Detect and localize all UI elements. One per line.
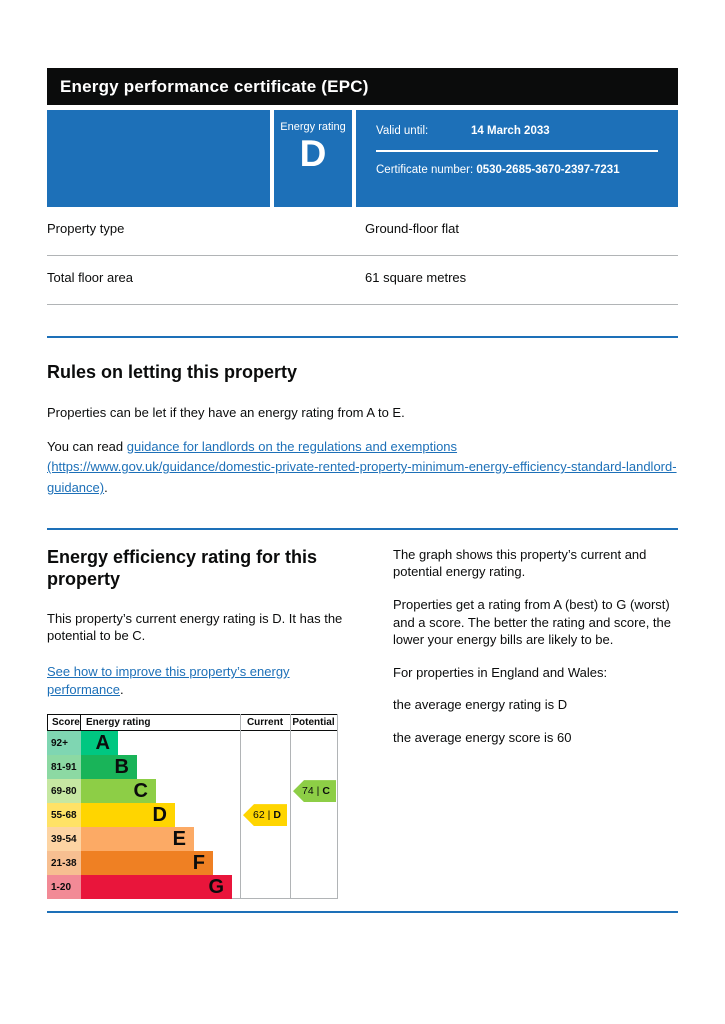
table-row: Total floor area 61 square metres	[47, 256, 678, 305]
potential-band-letter: C	[322, 785, 330, 798]
certificate-number-value: 0530-2685-3670-2397-7231	[476, 164, 620, 176]
document-title-bar: Energy performance certificate (EPC)	[47, 68, 678, 105]
validity-panel: Valid until: 14 March 2033 Certificate n…	[356, 110, 678, 207]
epc-band-bar: E	[81, 827, 194, 852]
efficiency-heading: Energy efficiency rating for this proper…	[47, 546, 318, 590]
epc-band-bar: A	[81, 731, 118, 756]
guidance-prefix: You can read	[47, 438, 127, 454]
improve-suffix: .	[119, 681, 124, 697]
section-divider	[47, 911, 678, 914]
valid-until-label: Valid until:	[376, 125, 429, 137]
epc-band-row-e: 39-54 E	[47, 827, 338, 852]
floor-area-value: 61 square metres	[365, 270, 467, 285]
property-details: Property type Ground-floor flat Total fl…	[47, 207, 678, 305]
epc-band-bar: F	[81, 851, 213, 876]
section-divider	[47, 336, 678, 338]
table-row: Property type Ground-floor flat	[47, 207, 678, 256]
rating-explanation: Properties get a rating from A (best) to…	[393, 596, 671, 648]
column-divider	[290, 714, 291, 899]
potential-score: 74	[301, 785, 314, 798]
average-score-line: the average energy score is 60	[393, 729, 572, 745]
epc-band-score: 55-68	[47, 803, 81, 828]
epc-band-score: 1-20	[47, 875, 81, 900]
arrow-separator: |	[316, 785, 320, 798]
england-wales-intro: For properties in England and Wales:	[393, 664, 608, 680]
page-title: Energy performance certificate (EPC)	[60, 76, 369, 96]
epc-band-bar: G	[81, 875, 232, 900]
valid-until-date: 14 March 2033	[471, 125, 550, 137]
current-column-header: Current	[246, 717, 284, 729]
epc-band-bar: D	[81, 803, 175, 828]
epc-band-row-f: 21-38 F	[47, 851, 338, 876]
epc-band-bar: C	[81, 779, 156, 804]
epc-band-score: 81-91	[47, 755, 81, 780]
epc-band-score: 92+	[47, 731, 81, 756]
current-rating-arrow: 62 | D	[243, 804, 287, 827]
epc-document-page: Energy performance certificate (EPC) Ene…	[47, 68, 678, 914]
guidance-paragraph: You can read guidance for landlords on t…	[47, 437, 678, 499]
epc-band-score: 39-54	[47, 827, 81, 852]
rating-left-column: Energy efficiency rating for this proper…	[47, 546, 363, 900]
rules-heading: Rules on letting this property	[47, 362, 298, 382]
epc-graph-header: Score Energy rating Current Potential	[47, 714, 338, 732]
column-divider	[337, 714, 338, 899]
score-column-header: Score	[47, 715, 81, 731]
rules-paragraph: Properties can be let if they have an en…	[47, 404, 405, 420]
epc-band-row-d: 55-68 D	[47, 803, 338, 828]
energy-rating-value: D	[299, 133, 327, 174]
epc-band-score: 21-38	[47, 851, 81, 876]
certificate-summary-box: Energy rating D Valid until: 14 March 20…	[47, 110, 678, 207]
guidance-suffix: .	[104, 480, 108, 496]
epc-band-row-g: 1-20 G	[47, 875, 338, 900]
epc-band-row-b: 81-91 B	[47, 755, 338, 780]
property-type-value: Ground-floor flat	[365, 221, 459, 236]
panel-divider	[376, 150, 658, 152]
improve-performance-link[interactable]: See how to improve this property’s energ…	[47, 663, 290, 697]
column-divider	[240, 714, 241, 899]
energy-rating-panel: Energy rating D	[274, 110, 352, 207]
epc-band-row-a: 92+ A	[47, 731, 338, 756]
epc-band-row-c: 69-80 C	[47, 779, 338, 804]
efficiency-rating-section: Energy efficiency rating for this proper…	[47, 546, 678, 900]
current-rating-paragraph: This property’s current energy rating is…	[47, 610, 343, 644]
address-panel	[47, 110, 270, 207]
arrow-separator: |	[267, 809, 271, 822]
rules-section: Rules on letting this property Propertie…	[47, 361, 678, 499]
landlord-guidance-link[interactable]: guidance for landlords on the regulation…	[47, 438, 677, 496]
potential-column-header: Potential	[292, 717, 335, 729]
epc-chart-body: 62 | D 74 | C 92+ A 81-91 B 69-80 C 55-68 D 39-5…	[47, 714, 338, 900]
epc-band-bar: B	[81, 755, 137, 780]
section-divider	[47, 527, 678, 530]
rating-column-header: Energy rating	[86, 717, 151, 729]
potential-rating-arrow: 74 | C	[293, 780, 336, 803]
epc-rating-graph: Score Energy rating Current Potential 62…	[47, 714, 338, 900]
rating-right-column: The graph shows this property’s current …	[393, 546, 678, 899]
current-band-letter: D	[273, 809, 281, 822]
certificate-number-label: Certificate number:	[376, 164, 474, 176]
energy-rating-label: Energy rating	[280, 121, 346, 133]
epc-band-score: 69-80	[47, 779, 81, 804]
average-rating-line: the average energy rating is D	[393, 697, 568, 713]
property-type-label: Property type	[47, 221, 125, 236]
graph-description: The graph shows this property’s current …	[393, 546, 647, 580]
current-score: 62	[252, 809, 265, 822]
improve-paragraph: See how to improve this property’s energ…	[47, 663, 363, 698]
floor-area-label: Total floor area	[47, 270, 133, 285]
